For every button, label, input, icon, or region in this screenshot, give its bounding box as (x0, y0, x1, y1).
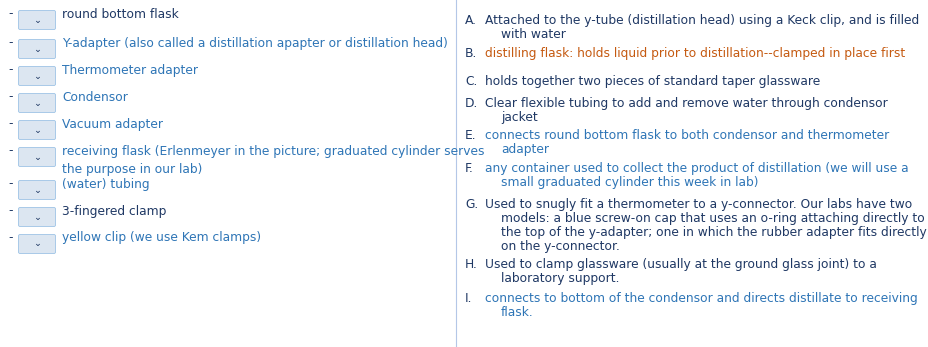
Text: -: - (8, 91, 12, 103)
Text: (water) tubing: (water) tubing (62, 178, 149, 191)
Text: ⌄: ⌄ (33, 239, 41, 248)
FancyBboxPatch shape (19, 208, 56, 227)
FancyBboxPatch shape (19, 10, 56, 29)
Text: laboratory support.: laboratory support. (500, 272, 619, 285)
Text: on the y-connector.: on the y-connector. (500, 240, 619, 253)
Text: -: - (8, 231, 12, 245)
Text: Thermometer adapter: Thermometer adapter (62, 64, 198, 76)
Text: connects round bottom flask to both condensor and thermometer: connects round bottom flask to both cond… (484, 129, 888, 142)
Text: the top of the y-adapter; one in which the rubber adapter fits directly: the top of the y-adapter; one in which t… (500, 226, 926, 239)
Text: ⌄: ⌄ (33, 16, 41, 25)
FancyBboxPatch shape (19, 147, 56, 167)
Text: -: - (8, 36, 12, 50)
Text: A.: A. (465, 14, 476, 27)
Text: any container used to collect the product of distillation (we will use a: any container used to collect the produc… (484, 162, 908, 175)
FancyBboxPatch shape (19, 120, 56, 139)
Text: E.: E. (465, 129, 476, 142)
Text: 3-fingered clamp: 3-fingered clamp (62, 204, 166, 218)
Text: F.: F. (465, 162, 473, 175)
Text: Y-adapter (also called a distillation apapter or distillation head): Y-adapter (also called a distillation ap… (62, 36, 447, 50)
Text: -: - (8, 204, 12, 218)
Text: small graduated cylinder this week in lab): small graduated cylinder this week in la… (500, 176, 757, 189)
Text: I.: I. (465, 292, 472, 305)
Text: ⌄: ⌄ (33, 99, 41, 108)
Text: ⌄: ⌄ (33, 186, 41, 195)
Text: D.: D. (465, 97, 478, 110)
Text: Attached to the y-tube (distillation head) using a Keck clip, and is filled: Attached to the y-tube (distillation hea… (484, 14, 919, 27)
Text: ⌄: ⌄ (33, 126, 41, 135)
Text: models: a blue screw-on cap that uses an o-ring attaching directly to: models: a blue screw-on cap that uses an… (500, 212, 923, 225)
FancyBboxPatch shape (19, 40, 56, 59)
Text: round bottom flask: round bottom flask (62, 8, 178, 20)
Text: Used to snugly fit a thermometer to a y-connector. Our labs have two: Used to snugly fit a thermometer to a y-… (484, 198, 911, 211)
Text: -: - (8, 64, 12, 76)
Text: ⌄: ⌄ (33, 44, 41, 53)
Text: -: - (8, 178, 12, 191)
FancyBboxPatch shape (19, 235, 56, 254)
Text: -: - (8, 8, 12, 20)
Text: -: - (8, 144, 12, 158)
Text: holds together two pieces of standard taper glassware: holds together two pieces of standard ta… (484, 75, 819, 88)
Text: Clear flexible tubing to add and remove water through condensor: Clear flexible tubing to add and remove … (484, 97, 887, 110)
Text: B.: B. (465, 47, 477, 60)
Text: Used to clamp glassware (usually at the ground glass joint) to a: Used to clamp glassware (usually at the … (484, 258, 876, 271)
Text: H.: H. (465, 258, 477, 271)
Text: -: - (8, 118, 12, 130)
Text: Condensor: Condensor (62, 91, 128, 103)
Text: ⌄: ⌄ (33, 152, 41, 161)
FancyBboxPatch shape (19, 93, 56, 112)
Text: with water: with water (500, 28, 565, 41)
FancyBboxPatch shape (19, 67, 56, 85)
Text: jacket: jacket (500, 111, 537, 124)
Text: flask.: flask. (500, 306, 534, 319)
Text: distilling flask: holds liquid prior to distillation--clamped in place first: distilling flask: holds liquid prior to … (484, 47, 904, 60)
FancyBboxPatch shape (19, 180, 56, 200)
Text: G.: G. (465, 198, 478, 211)
Text: yellow clip (we use Kem clamps): yellow clip (we use Kem clamps) (62, 231, 261, 245)
Text: ⌄: ⌄ (33, 212, 41, 221)
Text: Vacuum adapter: Vacuum adapter (62, 118, 162, 130)
Text: the purpose in our lab): the purpose in our lab) (62, 162, 202, 176)
Text: ⌄: ⌄ (33, 71, 41, 81)
Text: C.: C. (465, 75, 477, 88)
Text: receiving flask (Erlenmeyer in the picture; graduated cylinder serves: receiving flask (Erlenmeyer in the pictu… (62, 144, 484, 158)
Text: adapter: adapter (500, 143, 548, 156)
Text: connects to bottom of the condensor and directs distillate to receiving: connects to bottom of the condensor and … (484, 292, 917, 305)
